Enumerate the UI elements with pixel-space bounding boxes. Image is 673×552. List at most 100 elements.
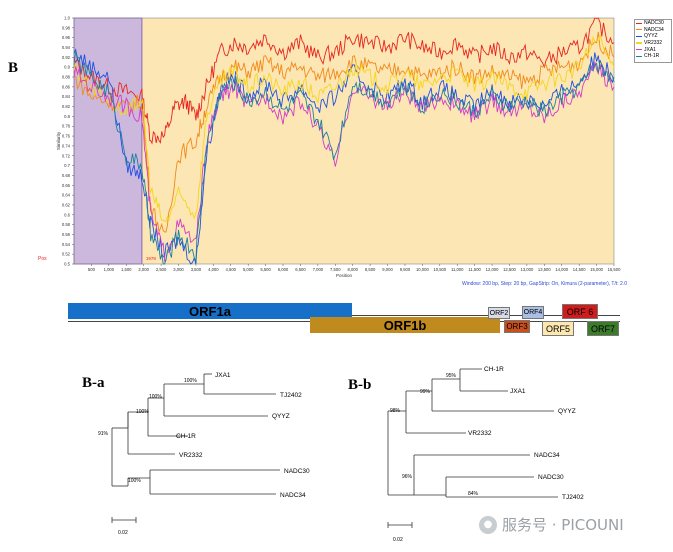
tree-a-bootstrap-4: 91% [98, 431, 109, 437]
x-tick-label: 1,000 [104, 267, 115, 272]
panel-label-b-a: B-a [82, 375, 105, 391]
x-tick-label: 10,000 [416, 267, 429, 272]
x-tick-label: 4,000 [208, 267, 219, 272]
legend-label: VR2332 [644, 40, 663, 47]
tree-b: CH-1R JXA1 QYYZ VR2332 NADC34 NADC30 TJ2… [387, 366, 584, 543]
x-tick-label: 2,500 [156, 267, 167, 272]
panel-label-b-b: B-b [348, 377, 372, 393]
series-line-nadc34 [73, 31, 615, 234]
tree-b-taxon-qyyz: QYYZ [558, 408, 576, 415]
series-line-vr2332 [73, 33, 615, 223]
legend-swatch [636, 29, 642, 31]
tree-a-taxon-nadc34: NADC34 [280, 492, 306, 499]
legend-label: NADC34 [644, 26, 664, 33]
x-tick-label: 10,500 [433, 267, 446, 272]
orf2-box: ORF2 [488, 307, 510, 319]
similarity-plot: 0.5 0.52 0.54 0.56 0.58 0.6 0.62 0.64 0.66 0.68 0.… [38, 16, 621, 279]
orf4-box: ORF4 [522, 306, 544, 319]
x-tick-label: 4,500 [226, 267, 237, 272]
series-line-nadc30 [73, 17, 615, 145]
panel-label-b: B [8, 60, 19, 76]
tree-a-taxon-nadc30: NADC30 [284, 468, 310, 475]
tree-a-scale-label: 0.02 [118, 530, 128, 536]
legend-swatch [636, 55, 642, 57]
x-tick-label: 1,500 [121, 267, 132, 272]
tree-a-taxon-qyyz: QYYZ [272, 413, 290, 420]
tree-a-bootstrap-1: 100% [184, 378, 197, 384]
x-tick-label: 14,500 [573, 267, 586, 272]
x-axis-label: Position [336, 273, 353, 278]
y-tick-label: 0.9 [64, 65, 70, 70]
x-tick-label: 6,000 [278, 267, 289, 272]
legend-item-ch-1r: CH-1R [635, 53, 671, 60]
legend-label: NADC30 [644, 20, 664, 27]
y-tick-label: 0.54 [62, 242, 71, 247]
y-tick-label: 0.58 [62, 222, 71, 227]
orf5-box: ORF5 [542, 321, 574, 336]
window-settings-note: Window: 200 bp, Step: 20 bp, GapStrip: O… [462, 281, 627, 287]
legend-swatch [636, 22, 642, 24]
tree-a-bootstrap-3: 100% [136, 409, 149, 415]
chart-legend: NADC30 NADC34 QYYZ VR2332 JXA1 CH-1R [634, 19, 672, 63]
tree-b-taxon-nadc30: NADC30 [538, 474, 564, 481]
legend-label: QYYZ [644, 33, 658, 40]
y-tick-label: 0.6 [64, 212, 70, 217]
y-tick-label: 0.62 [62, 202, 71, 207]
x-tick-label: 12,500 [503, 267, 516, 272]
wechat-icon: ● [479, 515, 497, 534]
tree-a-taxon-tj2402: TJ2402 [280, 392, 302, 399]
x-tick-label: 14,000 [555, 267, 568, 272]
series-line-ch-1r [73, 50, 615, 265]
plot-background [74, 18, 614, 264]
tree-b-taxon-vr2332: VR2332 [468, 430, 492, 437]
y-tick-label: 0.64 [62, 193, 71, 198]
y-tick-label: 0.68 [62, 173, 71, 178]
y-tick-label: 0.7 [64, 163, 70, 168]
breakpoint-label: 1978 [146, 256, 157, 261]
orf7-box: ORF7 [587, 321, 619, 336]
x-tick-label: 15,500 [608, 267, 621, 272]
pos-label: Pos [38, 256, 47, 262]
watermark-text: 服务号 · PICOUNI [502, 516, 624, 534]
x-tick-label: 500 [88, 267, 96, 272]
legend-item-nadc30: NADC30 [635, 20, 671, 27]
y-tick-label: 0.86 [62, 84, 71, 89]
genome-map: ORF1a ORF1b ORF2 ORF3 ORF4 ORF5 ORF 6 OR… [68, 300, 620, 346]
x-tick-label: 2,000 [138, 267, 149, 272]
tree-a-taxon-ch1r: CH-1R [176, 433, 196, 440]
y-tick-label: 0.98 [62, 25, 71, 30]
tree-a-taxon-vr2332: VR2332 [179, 452, 203, 459]
tree-b-bootstrap-4: 96% [402, 474, 413, 480]
y-tick-label: 0.74 [62, 143, 71, 148]
watermark: ● 服务号 · PICOUNI [479, 514, 624, 535]
x-tick-label: 12,000 [486, 267, 499, 272]
series-line-qyyz [73, 48, 615, 265]
y-tick-label: 0.52 [62, 252, 71, 257]
tree-b-bootstrap-5: 84% [468, 491, 479, 497]
tree-b-taxon-jxa1: JXA1 [510, 388, 526, 395]
x-tick-label: 13,500 [538, 267, 551, 272]
y-tick-label: 0.94 [62, 45, 71, 50]
y-tick-label: 0.88 [62, 75, 71, 80]
tree-b-bootstrap-2: 99% [420, 389, 431, 395]
x-tick-label: 9,000 [382, 267, 393, 272]
orf3-box: ORF3 [504, 320, 530, 333]
tree-b-taxon-ch1r: CH-1R [484, 366, 504, 373]
tree-a: JXA1 TJ2402 QYYZ CH-1R VR2332 NADC30 NAD… [98, 372, 310, 536]
legend-item-qyyz: QYYZ [635, 33, 671, 40]
series-line-jxa1 [73, 61, 615, 263]
legend-label: CH-1R [644, 53, 660, 60]
x-tick-label: 8,500 [365, 267, 376, 272]
tree-b-taxon-tj2402: TJ2402 [562, 494, 584, 501]
y-tick-label: 0.96 [62, 35, 71, 40]
y-tick-label: 0.76 [62, 134, 71, 139]
x-tick-label: 9,500 [400, 267, 411, 272]
legend-item-nadc34: NADC34 [635, 27, 671, 34]
y-tick-label: 0.82 [62, 104, 71, 109]
x-tick-label: 3,000 [173, 267, 184, 272]
x-tick-label: 7,500 [330, 267, 341, 272]
legend-swatch [636, 49, 642, 51]
legend-swatch [636, 35, 642, 38]
tree-a-bootstrap-5: 100% [128, 478, 141, 484]
y-tick-label: 0.56 [62, 232, 71, 237]
